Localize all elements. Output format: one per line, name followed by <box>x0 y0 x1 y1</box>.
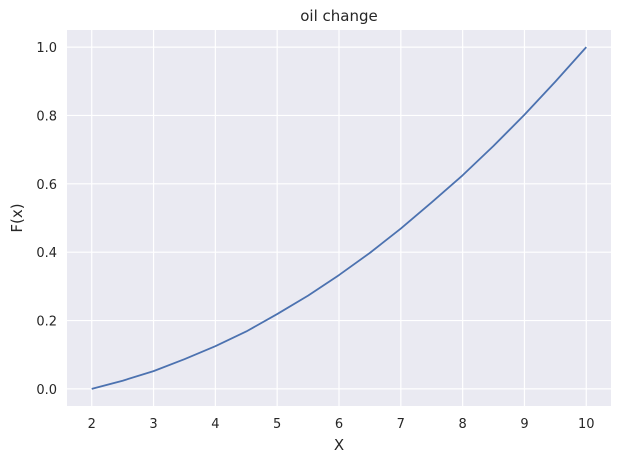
x-tick-label: 5 <box>273 417 281 432</box>
y-tick-label: 1.0 <box>36 41 57 56</box>
x-axis-title: X <box>334 436 344 454</box>
y-tick-labels: 0.0 0.2 0.4 0.6 0.8 1.0 <box>36 41 57 398</box>
chart-title: oil change <box>300 7 377 25</box>
y-tick-label: 0.8 <box>36 109 57 124</box>
y-axis-title: F(x) <box>8 203 26 232</box>
x-tick-label: 9 <box>520 417 528 432</box>
x-tick-label: 3 <box>149 417 157 432</box>
x-tick-label: 2 <box>88 417 96 432</box>
x-tick-label: 6 <box>335 417 343 432</box>
y-gridlines <box>67 46 611 390</box>
x-tick-labels: 2 3 4 5 6 7 8 9 10 <box>88 417 595 432</box>
y-tick-label: 0.4 <box>36 246 57 261</box>
x-tick-label: 10 <box>578 417 595 432</box>
x-gridlines <box>91 30 587 406</box>
x-tick-label: 4 <box>211 417 219 432</box>
y-tick-label: 0.0 <box>36 383 57 398</box>
y-tick-label: 0.6 <box>36 178 57 193</box>
y-tick-label: 0.2 <box>36 315 57 330</box>
x-tick-label: 8 <box>458 417 466 432</box>
x-tick-label: 7 <box>397 417 405 432</box>
series-line <box>91 46 587 390</box>
